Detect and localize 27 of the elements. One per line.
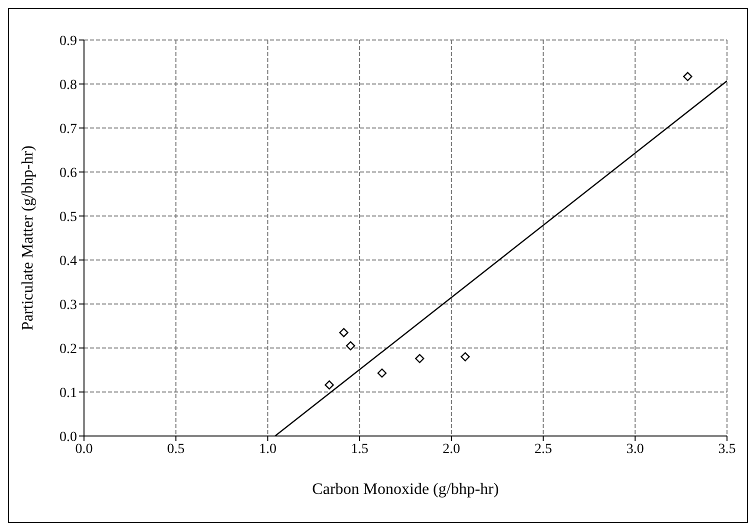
point [415,354,424,364]
point [346,341,356,350]
y-tick-label: 0.7 [60,122,77,137]
y-tick-label: 0.5 [60,210,77,225]
x-tick-label: 2.0 [442,442,460,457]
x-tick-label: 0.5 [167,442,185,457]
point [324,380,334,390]
point [339,328,348,338]
y-tick-label: 0.6 [60,166,77,181]
x-tick-label: 1.0 [258,442,276,457]
x-tick-label: 3.5 [718,442,736,457]
point [377,368,387,378]
point [683,72,692,82]
y-tick-label: 0.3 [60,298,77,313]
x-axis-title: Carbon Monoxide (g/bhp-hr) [312,481,499,498]
y-tick-label: 0.0 [60,430,77,445]
y-tick-label: 0.2 [60,342,77,357]
y-tick-label: 0.8 [60,78,77,93]
y-tick-label: 0.4 [60,254,77,269]
y-axis-title: Particulate Matter (g/bhp-hr) [20,146,37,330]
x-tick-label: 2.5 [534,442,552,457]
y-tick-label: 0.1 [60,386,77,401]
x-tick-label: 1.5 [350,442,368,457]
x-tick-label: 3.0 [626,442,644,457]
x-tick-label: 0.0 [75,442,93,457]
point [460,352,470,362]
y-tick-label: 0.9 [60,34,77,49]
